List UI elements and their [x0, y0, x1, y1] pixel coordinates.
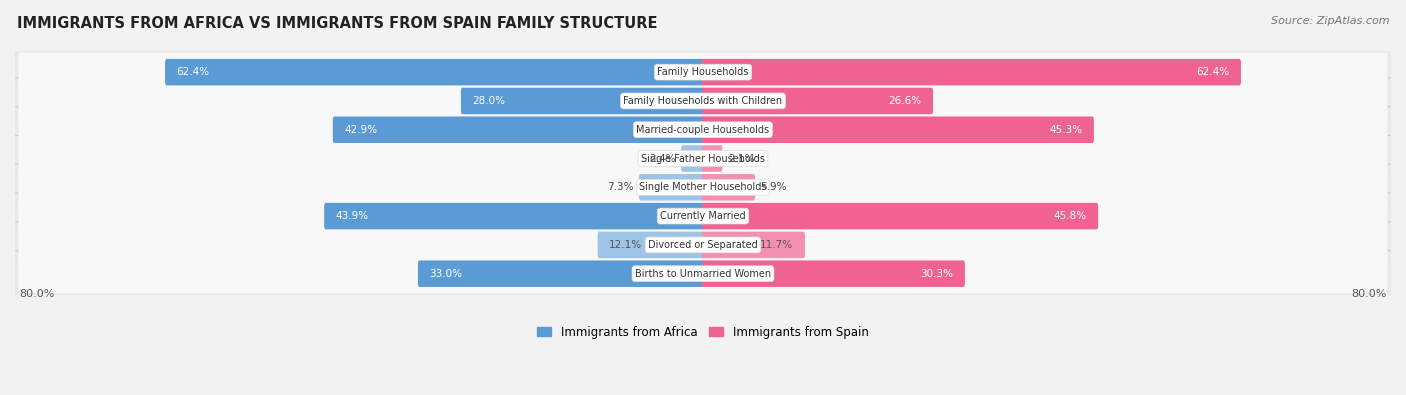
Text: 2.4%: 2.4% [650, 154, 675, 164]
FancyBboxPatch shape [18, 110, 1388, 149]
FancyBboxPatch shape [18, 53, 1388, 92]
Legend: Immigrants from Africa, Immigrants from Spain: Immigrants from Africa, Immigrants from … [533, 321, 873, 343]
Text: 62.4%: 62.4% [177, 67, 209, 77]
FancyBboxPatch shape [702, 203, 1098, 229]
FancyBboxPatch shape [702, 88, 934, 114]
FancyBboxPatch shape [418, 260, 704, 287]
FancyBboxPatch shape [165, 59, 704, 85]
FancyBboxPatch shape [13, 135, 1393, 182]
Text: Single Mother Households: Single Mother Households [640, 182, 766, 192]
Text: 11.7%: 11.7% [761, 240, 793, 250]
FancyBboxPatch shape [18, 197, 1388, 236]
Text: 80.0%: 80.0% [20, 290, 55, 299]
FancyBboxPatch shape [598, 231, 704, 258]
Text: Source: ZipAtlas.com: Source: ZipAtlas.com [1271, 16, 1389, 26]
Text: Single Father Households: Single Father Households [641, 154, 765, 164]
Text: 2.1%: 2.1% [728, 154, 755, 164]
FancyBboxPatch shape [461, 88, 704, 114]
Text: 80.0%: 80.0% [1351, 290, 1386, 299]
FancyBboxPatch shape [13, 164, 1393, 211]
Text: Family Households: Family Households [658, 67, 748, 77]
FancyBboxPatch shape [18, 168, 1388, 207]
FancyBboxPatch shape [13, 193, 1393, 239]
Text: 26.6%: 26.6% [889, 96, 921, 106]
Text: Married-couple Households: Married-couple Households [637, 125, 769, 135]
FancyBboxPatch shape [325, 203, 704, 229]
FancyBboxPatch shape [638, 174, 704, 201]
Text: 45.8%: 45.8% [1053, 211, 1087, 221]
FancyBboxPatch shape [333, 117, 704, 143]
Text: 62.4%: 62.4% [1197, 67, 1229, 77]
Text: IMMIGRANTS FROM AFRICA VS IMMIGRANTS FROM SPAIN FAMILY STRUCTURE: IMMIGRANTS FROM AFRICA VS IMMIGRANTS FRO… [17, 16, 658, 31]
FancyBboxPatch shape [702, 59, 1241, 85]
FancyBboxPatch shape [13, 78, 1393, 124]
Text: Family Households with Children: Family Households with Children [623, 96, 783, 106]
Text: 45.3%: 45.3% [1049, 125, 1083, 135]
FancyBboxPatch shape [18, 139, 1388, 178]
FancyBboxPatch shape [702, 231, 804, 258]
FancyBboxPatch shape [13, 107, 1393, 153]
Text: Divorced or Separated: Divorced or Separated [648, 240, 758, 250]
Text: 7.3%: 7.3% [607, 182, 633, 192]
Text: 42.9%: 42.9% [344, 125, 377, 135]
FancyBboxPatch shape [702, 174, 755, 201]
FancyBboxPatch shape [702, 260, 965, 287]
FancyBboxPatch shape [702, 117, 1094, 143]
Text: 30.3%: 30.3% [921, 269, 953, 279]
Text: Currently Married: Currently Married [661, 211, 745, 221]
FancyBboxPatch shape [13, 222, 1393, 268]
Text: 33.0%: 33.0% [429, 269, 463, 279]
Text: 43.9%: 43.9% [336, 211, 368, 221]
FancyBboxPatch shape [13, 49, 1393, 95]
FancyBboxPatch shape [18, 225, 1388, 265]
FancyBboxPatch shape [13, 251, 1393, 297]
Text: 28.0%: 28.0% [472, 96, 506, 106]
Text: 12.1%: 12.1% [609, 240, 643, 250]
Text: 5.9%: 5.9% [761, 182, 787, 192]
FancyBboxPatch shape [681, 145, 704, 172]
Text: Births to Unmarried Women: Births to Unmarried Women [636, 269, 770, 279]
FancyBboxPatch shape [702, 145, 723, 172]
FancyBboxPatch shape [18, 81, 1388, 120]
FancyBboxPatch shape [18, 254, 1388, 293]
